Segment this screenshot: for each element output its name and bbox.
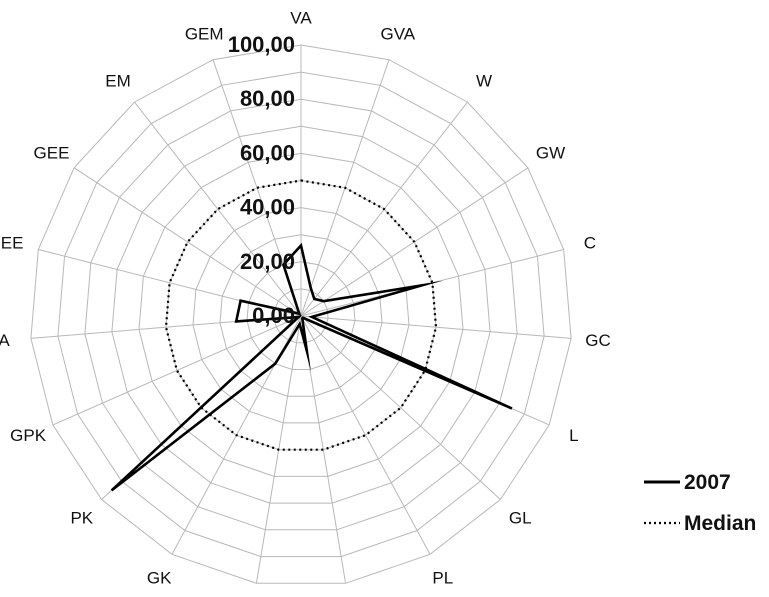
legend-label-2007: 2007 — [684, 471, 731, 494]
axis-label-gva: GVA — [380, 25, 415, 44]
series-2007 — [110, 242, 513, 492]
series-median — [164, 179, 438, 451]
grid-ring — [219, 234, 383, 397]
grid — [30, 44, 572, 584]
axis-label-em: EM — [105, 71, 131, 90]
grid-spoke — [300, 315, 572, 339]
axis-label-c: C — [584, 233, 596, 252]
grid-ring — [273, 288, 329, 344]
axis-label-gw: GW — [536, 144, 565, 163]
grid-ring — [138, 152, 464, 477]
axis-label-gk: GK — [147, 569, 172, 588]
axis-label-gee: GEE — [34, 144, 70, 163]
grid-spoke — [52, 315, 302, 426]
tick-labels: 0,00 20,00 40,00 60,00 80,00 100,00 — [228, 32, 295, 328]
legend: 2007 Median — [644, 471, 756, 535]
axis-label-gc: GC — [585, 331, 611, 350]
axis-label-l: L — [569, 426, 578, 445]
axis-label-ee: EE — [1, 233, 24, 252]
grid-ring — [57, 71, 545, 558]
axis-label-w: W — [476, 71, 492, 90]
grid-ring — [30, 44, 572, 584]
tick-label: 20,00 — [240, 249, 295, 274]
axis-label-pk: PK — [70, 508, 93, 527]
grid-spoke — [73, 167, 302, 317]
tick-label: 100,00 — [228, 32, 295, 57]
legend-label-median: Median — [684, 512, 756, 535]
axis-label-gl: GL — [509, 508, 532, 527]
axis-labels: VAGVAWGWCGCLGLPLGPLKGKPKGPKAEEGEEEMGEM — [0, 9, 611, 588]
axis-label-pl: PL — [432, 569, 453, 588]
tick-label: 40,00 — [240, 195, 295, 220]
tick-label: 80,00 — [240, 86, 295, 111]
axis-label-gem: GEM — [185, 25, 224, 44]
grid-spoke — [300, 315, 501, 500]
tick-label: 60,00 — [240, 140, 295, 165]
tick-label: 0,00 — [252, 303, 295, 328]
series-layer — [110, 179, 513, 492]
grid-ring — [111, 125, 491, 504]
grid-ring — [84, 98, 518, 531]
grid-spoke — [134, 101, 302, 317]
axis-label-a: A — [0, 331, 10, 350]
grid-ring — [192, 207, 410, 424]
axis-label-va: VA — [290, 9, 312, 28]
axis-label-gpk: GPK — [10, 426, 47, 445]
grid-spoke — [300, 315, 431, 555]
grid-ring — [246, 261, 356, 370]
